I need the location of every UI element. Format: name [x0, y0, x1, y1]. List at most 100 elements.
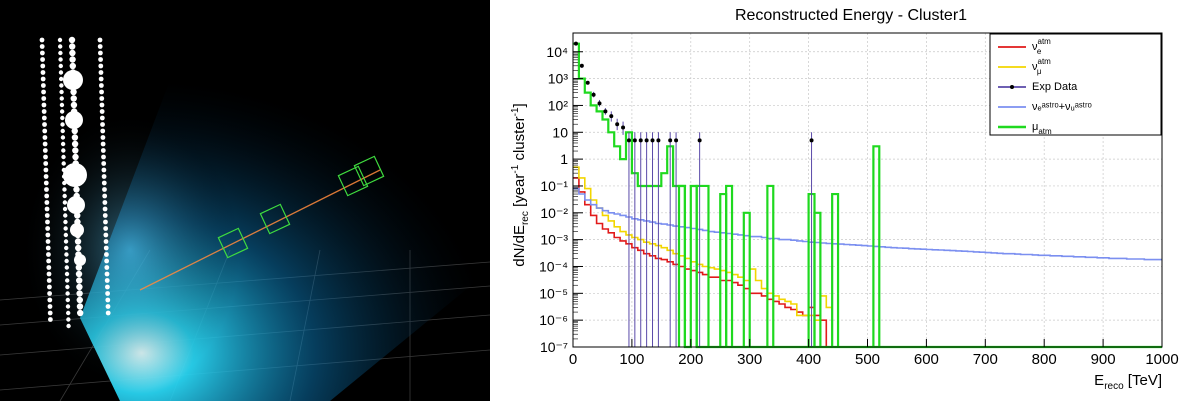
dom-sensor-97 [99, 102, 105, 108]
dom-sensor-105 [101, 154, 106, 160]
dom-sensor-144 [60, 128, 65, 134]
dom-sensor-139 [59, 96, 64, 101]
mu-atm-spike-7 [813, 211, 822, 347]
dom-sensor-8 [41, 89, 46, 95]
dom-sensor-167 [65, 278, 70, 283]
dom-sensor-hit-180 [74, 254, 86, 266]
dom-sensor-1 [39, 44, 45, 49]
dom-sensor-88 [97, 44, 103, 49]
x-axis-label: Ereco [TeV] [1094, 372, 1162, 392]
dom-sensor-92 [98, 70, 104, 75]
dom-sensor-6 [40, 76, 46, 82]
x-tick-label-0: 0 [569, 351, 577, 368]
dom-sensor-12 [41, 115, 47, 121]
y-tick-label-3: 10⁻⁴ [539, 258, 568, 274]
dom-sensor-132 [58, 50, 63, 56]
legend-label-nu-e-atm: νatm e [1032, 37, 1051, 56]
dom-sensor-40 [47, 297, 53, 303]
dom-sensor-90 [98, 57, 103, 62]
dom-sensor-163 [64, 252, 69, 257]
dom-sensor-hit-179 [70, 223, 84, 237]
dom-sensor-102 [100, 135, 106, 140]
dom-sensor-43 [47, 317, 53, 322]
dom-sensor-47 [69, 56, 76, 63]
mu-atm-spike-0 [677, 184, 687, 347]
dom-sensor-32 [45, 245, 51, 251]
series-nu-mu-atm [573, 166, 839, 348]
dom-sensor-107 [101, 167, 107, 173]
dom-sensor-120 [104, 252, 109, 257]
energy-spectrum-chart: Reconstructed Energy - Cluster1 0 100 200 3… [510, 7, 1179, 392]
dom-sensor-116 [103, 226, 109, 231]
dom-sensor-154 [62, 193, 67, 199]
dom-sensor-36 [46, 271, 52, 277]
dom-sensor-80 [75, 270, 83, 278]
dom-sensor-168 [65, 284, 70, 290]
exp-data-point-3 [591, 92, 596, 97]
y-tick-label-0: 10⁻⁷ [540, 339, 568, 355]
dom-sensor-101 [100, 128, 106, 134]
dom-sensor-31 [45, 239, 51, 244]
dom-sensor-118 [103, 239, 109, 244]
dom-sensor-114 [102, 213, 108, 218]
dom-sensor-21 [43, 174, 49, 179]
dom-sensor-174 [66, 323, 71, 329]
dom-sensor-hit-178 [67, 196, 85, 214]
detector-strings [39, 36, 111, 329]
dom-sensor-108 [101, 174, 107, 179]
mu-atm-spike-3 [725, 184, 734, 347]
y-axis-label: dN/dErec [year-1 cluster-1] [510, 103, 531, 266]
exp-data-point-13 [650, 138, 655, 143]
exp-data-point-0 [573, 41, 578, 46]
dom-sensor-3 [40, 57, 45, 62]
dom-sensor-75 [74, 238, 82, 245]
y-tick-label-8: 10 [552, 124, 568, 140]
dom-sensor-54 [70, 101, 78, 109]
dom-sensor-10 [41, 102, 47, 108]
dom-sensor-9 [41, 96, 47, 101]
dom-sensor-140 [59, 102, 65, 108]
dom-sensor-26 [44, 206, 50, 212]
dom-sensor-24 [44, 193, 50, 199]
dom-sensor-27 [44, 213, 50, 218]
exp-data-point-7 [615, 122, 620, 127]
dom-sensor-5 [40, 70, 46, 75]
dom-sensor-159 [63, 226, 68, 231]
dom-sensor-62 [72, 153, 79, 161]
dom-sensor-94 [98, 83, 104, 88]
exp-data-point-14 [656, 138, 661, 143]
dom-sensor-112 [102, 200, 108, 205]
dom-sensor-34 [46, 258, 52, 264]
dom-sensor-129 [105, 310, 111, 316]
y-tick-label-11: 10⁴ [546, 44, 568, 60]
dom-sensor-103 [100, 141, 106, 147]
dom-sensor-143 [60, 122, 65, 127]
dom-sensor-138 [59, 89, 64, 95]
dom-sensor-136 [58, 76, 64, 82]
x-tick-label-4: 400 [796, 351, 821, 368]
exp-data-point-16 [674, 138, 679, 143]
dom-sensor-146 [60, 141, 66, 147]
dom-sensor-130 [57, 37, 63, 43]
exp-data-point-18 [809, 138, 814, 143]
dom-sensor-155 [62, 200, 68, 205]
y-tick-label-6: 10⁻¹ [540, 178, 568, 194]
dom-sensor-131 [57, 44, 63, 49]
legend-label-mu-atm: μatm [1032, 121, 1052, 136]
dom-sensor-157 [63, 213, 68, 218]
y-axis: 10⁻⁷ 10⁻⁶ 10⁻⁵ 10⁻⁴ 10⁻³ 10⁻² 10⁻¹ 1 10 10² 10³ 10⁴ [539, 44, 583, 355]
dom-sensor-28 [45, 219, 50, 225]
legend-label-nu-mu-atm: νatm μ [1032, 57, 1051, 76]
dom-sensor-161 [63, 239, 69, 244]
dom-sensor-44 [68, 36, 76, 44]
exp-data-point-5 [603, 109, 608, 114]
dom-sensor-113 [102, 206, 108, 212]
x-tick-label-6: 600 [914, 351, 939, 368]
dom-sensor-106 [101, 161, 107, 166]
dom-sensor-13 [42, 122, 47, 127]
dom-sensor-84 [76, 296, 84, 304]
dom-sensor-123 [104, 271, 110, 277]
y-tick-label-10: 10³ [548, 71, 569, 87]
dom-sensor-153 [62, 187, 67, 192]
exp-data-point-2 [585, 80, 590, 85]
